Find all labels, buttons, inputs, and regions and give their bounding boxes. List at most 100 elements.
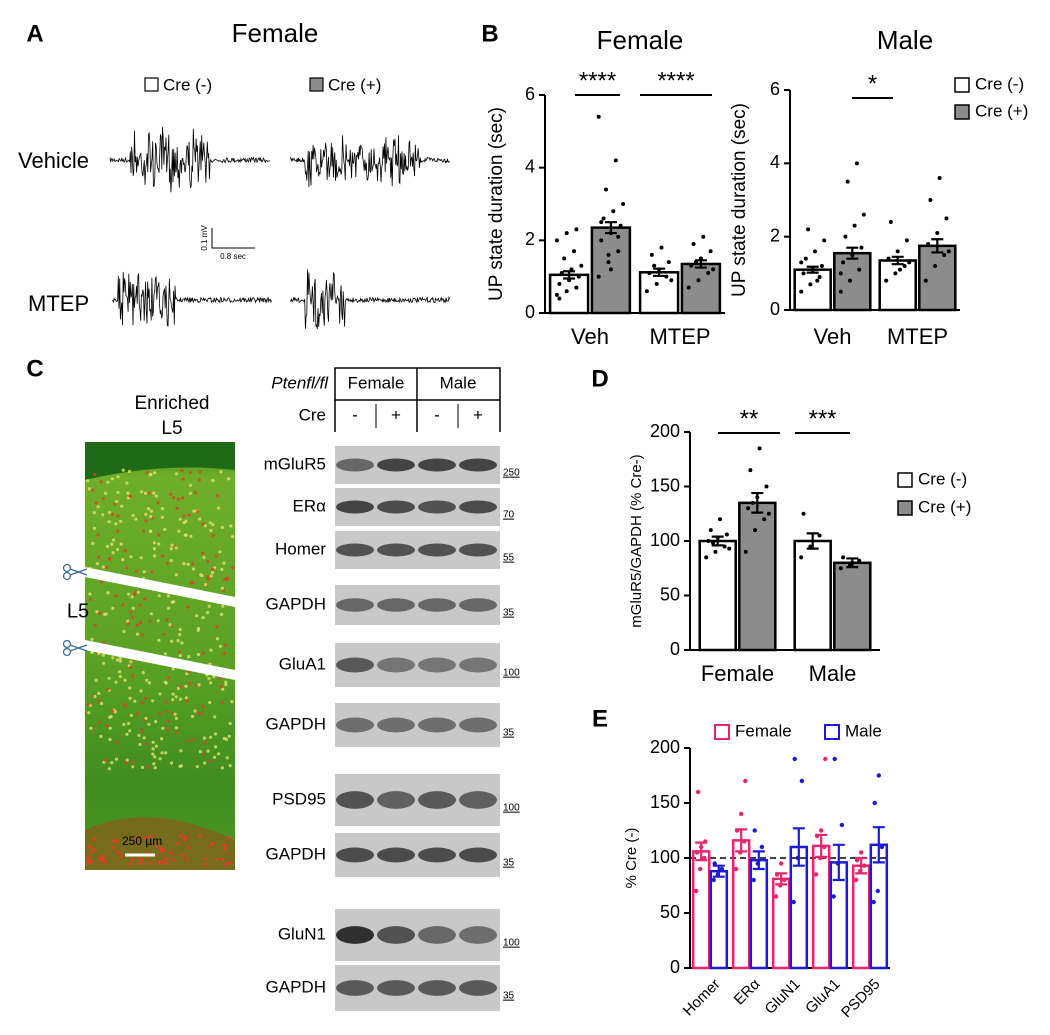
cell <box>225 756 229 760</box>
blot-band <box>418 543 456 557</box>
data-point <box>799 260 804 265</box>
cell <box>89 597 93 602</box>
cell <box>166 561 170 565</box>
cell <box>134 836 138 840</box>
cell <box>211 479 215 483</box>
cell <box>192 738 196 742</box>
cell <box>187 513 191 517</box>
cell <box>126 619 130 623</box>
data-point <box>822 844 827 850</box>
blot-band <box>418 847 456 863</box>
cell <box>111 656 115 660</box>
cell <box>101 641 105 645</box>
data-point <box>698 256 703 261</box>
cell <box>153 766 157 770</box>
cell <box>131 760 135 764</box>
data-point <box>618 223 623 228</box>
cell <box>156 501 160 505</box>
legend-label: Cre (+) <box>918 497 971 516</box>
cell <box>131 615 135 620</box>
cell <box>129 660 133 664</box>
cell <box>187 655 191 659</box>
data-point <box>888 220 893 224</box>
data-point <box>599 220 604 225</box>
cell <box>94 501 98 505</box>
data-point <box>848 278 852 283</box>
cell <box>164 861 168 865</box>
bar <box>793 268 832 312</box>
cell <box>164 856 168 860</box>
cell <box>178 627 182 632</box>
cell <box>186 846 190 850</box>
cell <box>211 523 215 527</box>
scissors <box>62 647 72 657</box>
blot-band <box>377 458 415 472</box>
cell <box>204 583 208 587</box>
data-point <box>743 778 748 784</box>
cell <box>156 619 160 623</box>
cell <box>206 577 211 582</box>
data-point <box>755 495 760 500</box>
cell <box>148 835 152 839</box>
cell <box>90 637 94 641</box>
data-point <box>791 899 796 905</box>
bar <box>771 877 791 970</box>
blot-band <box>418 980 456 996</box>
cell <box>160 515 164 519</box>
cell <box>223 847 227 851</box>
x-tick-label: MTEP <box>887 324 948 349</box>
data-point <box>858 869 863 874</box>
cell <box>206 610 210 615</box>
data-point <box>579 263 584 268</box>
data-point <box>859 245 864 250</box>
cell <box>209 574 213 578</box>
data-point <box>647 271 652 276</box>
y-axis-label: % Cre (-) <box>623 828 640 889</box>
cell <box>157 860 161 864</box>
cell <box>190 580 194 585</box>
data-point <box>746 506 751 511</box>
cell <box>223 643 227 648</box>
data-point <box>813 872 819 877</box>
scissors <box>69 644 88 652</box>
cell <box>99 480 103 484</box>
cell <box>108 557 112 561</box>
cell <box>148 619 152 623</box>
cell <box>121 603 125 607</box>
data-point <box>608 231 613 236</box>
cell <box>114 594 118 598</box>
cell <box>175 506 179 510</box>
data-point <box>835 861 840 866</box>
blot-mw: 35 <box>503 858 515 869</box>
cell <box>97 611 102 616</box>
data-point <box>564 289 569 294</box>
data-point <box>698 866 703 872</box>
cell <box>145 678 149 682</box>
data-point <box>838 289 843 294</box>
cell <box>169 547 173 551</box>
blot-band <box>377 598 415 612</box>
cell <box>203 761 207 765</box>
cell <box>92 511 96 515</box>
blot-band <box>459 926 497 944</box>
data-point <box>806 227 811 232</box>
blot-name: ERα <box>293 496 327 515</box>
cell <box>88 592 92 596</box>
data-point <box>803 256 808 261</box>
blot-name: GAPDH <box>266 714 326 733</box>
cell <box>154 844 159 848</box>
cell <box>144 512 148 516</box>
cell <box>201 651 205 655</box>
y-tick-label: 150 <box>650 792 680 812</box>
y-tick-label: 4 <box>770 152 780 172</box>
blot-name: mGluR5 <box>264 454 326 473</box>
cell <box>188 491 192 495</box>
data-point <box>813 249 817 254</box>
data-point <box>831 894 836 899</box>
data-point <box>743 549 748 554</box>
blot-band <box>459 500 497 514</box>
data-point <box>611 209 616 214</box>
data-point <box>694 260 698 265</box>
significance-label: **** <box>657 67 694 94</box>
